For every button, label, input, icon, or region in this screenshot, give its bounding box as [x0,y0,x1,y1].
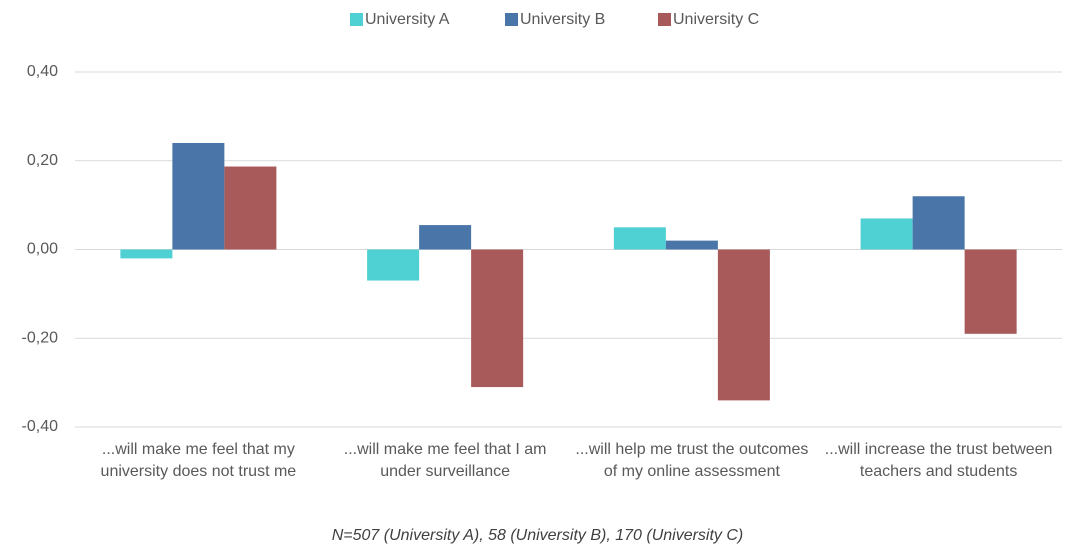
bar [912,196,965,250]
bar [717,249,770,401]
legend-swatch [505,13,518,26]
legend-label: University C [673,11,759,28]
legend-label: University B [520,11,605,28]
legend-swatch [350,13,363,26]
y-tick-label: 0,20 [27,152,58,169]
y-tick-label: -0,40 [22,418,59,435]
bar [665,240,718,250]
bar [964,249,1017,334]
x-tick-label: ...will make me feel that my university … [100,441,297,480]
x-tick-label: ...will make me feel that I am under sur… [343,441,547,480]
legend-swatch [658,13,671,26]
y-tick-label: 0,40 [27,63,58,80]
bar [367,249,420,281]
legend-label: University A [365,11,450,28]
y-tick-label: 0,00 [27,241,58,258]
bar [172,143,225,250]
x-tick-label: ...will increase the trust between teach… [824,441,1053,480]
y-tick-label: -0,20 [22,329,59,346]
bar [224,166,277,250]
bar [419,225,472,250]
bar [471,249,524,388]
bar [860,218,913,250]
x-tick-label: ...will help me trust the outcomes of my… [575,441,809,480]
footnote: N=507 (University A), 58 (University B),… [331,527,744,544]
bar [613,227,666,250]
bar [120,249,173,259]
